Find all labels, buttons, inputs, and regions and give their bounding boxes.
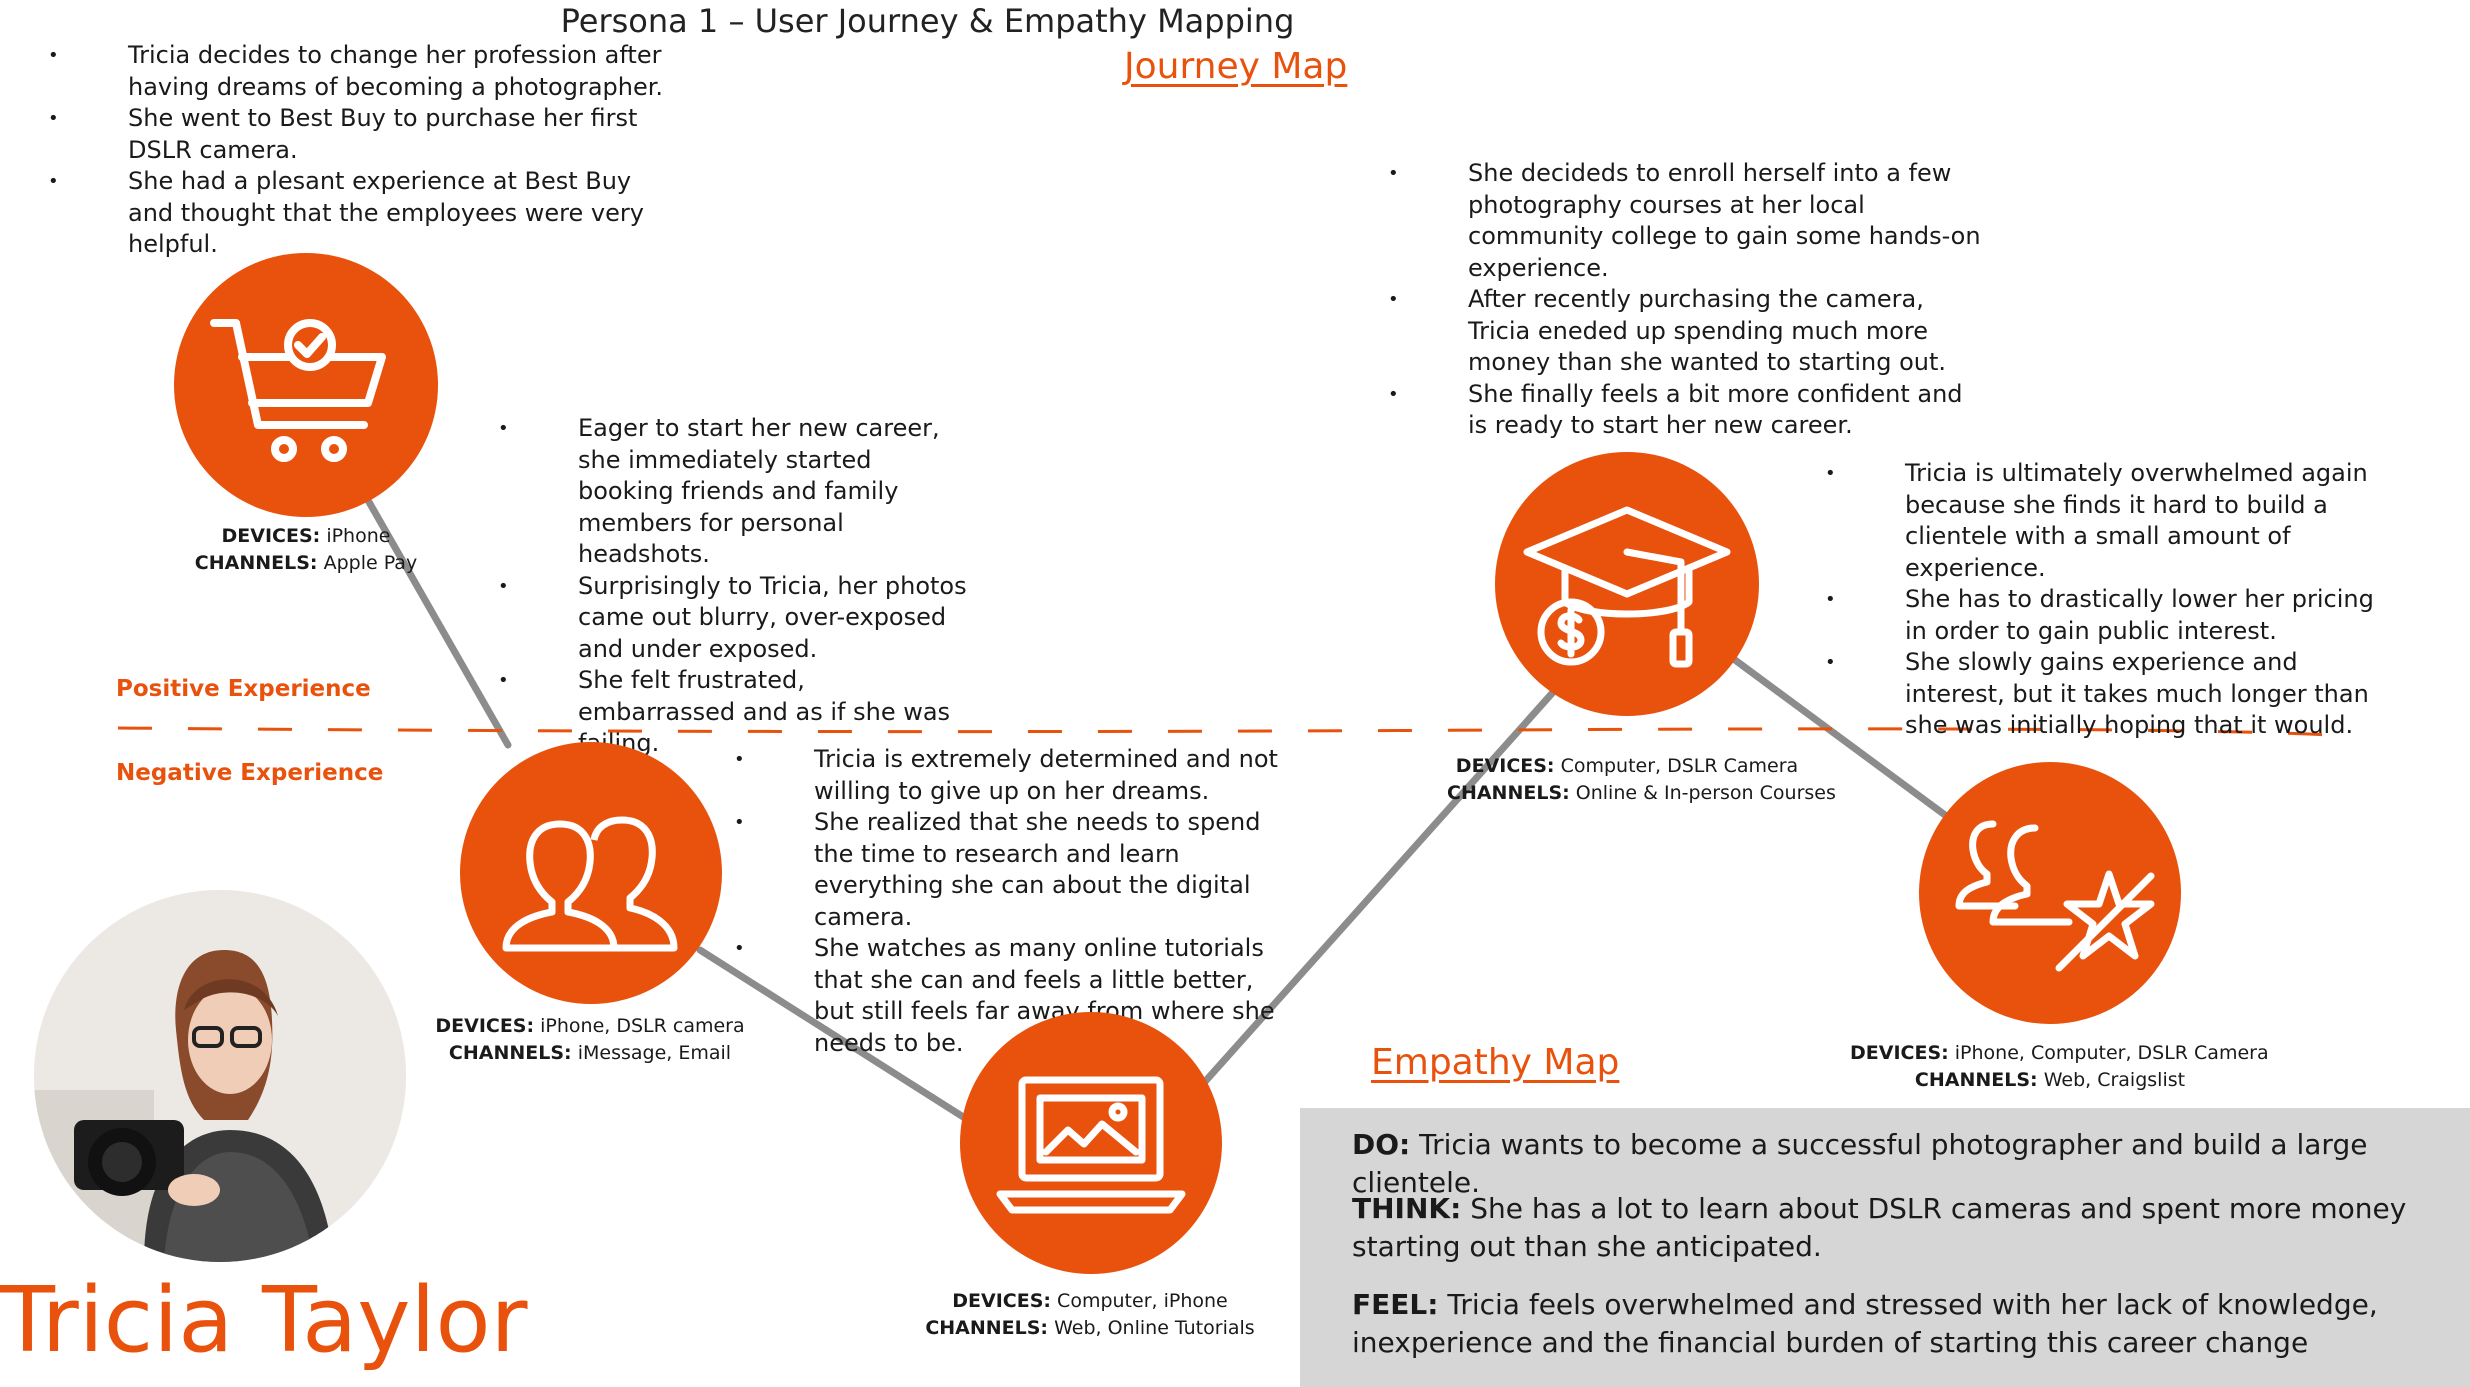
photographer-avatar-icon <box>34 890 406 1262</box>
empathy-map-heading: Empathy Map <box>1371 1042 1620 1083</box>
stage-2-note: Surprisingly to Tricia, her photos came … <box>498 571 968 666</box>
stage-4-note: She finally feels a bit more confident a… <box>1388 379 1988 442</box>
stage-2-circle <box>460 742 722 1004</box>
stage-1-notes: Tricia decides to change her profession … <box>48 40 668 261</box>
stage-1-circle <box>174 253 438 517</box>
stage-3-note: She realized that she needs to spend the… <box>734 807 1294 933</box>
stage-4-notes: She decideds to enroll herself into a fe… <box>1388 158 1988 442</box>
stage-5-note: She slowly gains experience and interest… <box>1825 647 2385 742</box>
stage-1-note: She went to Best Buy to purchase her fir… <box>48 103 668 166</box>
empathy-think: THINK: She has a lot to learn about DSLR… <box>1352 1192 2407 1263</box>
stage-5-note: She has to drastically lower her pricing… <box>1825 584 2385 647</box>
stage-4-note: She decideds to enroll herself into a fe… <box>1388 158 1988 284</box>
shopping-cart-check-icon <box>210 319 386 462</box>
stage-2-meta: DEVICES: iPhone, DSLR camera CHANNELS: i… <box>435 1015 745 1064</box>
stage-4-meta: DEVICES: Computer, DSLR Camera CHANNELS:… <box>1447 755 1836 804</box>
stage-1-meta: DEVICES: iPhone CHANNELS: Apple Pay <box>194 525 418 574</box>
empathy-do: DO: Tricia wants to become a successful … <box>1352 1128 2368 1199</box>
stage-5-notes: Tricia is ultimately overwhelmed again b… <box>1825 458 2385 742</box>
connector-1-2 <box>361 491 512 749</box>
graduation-cap-dollar-icon <box>1523 506 1731 668</box>
persona-photo <box>34 890 406 1262</box>
stage-5-meta: DEVICES: iPhone, Computer, DSLR Camera C… <box>1850 1042 2269 1091</box>
stage-1-note: She had a plesant experience at Best Buy… <box>48 166 668 261</box>
stage-3-note: She watches as many online tutorials tha… <box>734 933 1294 1059</box>
stage-4-note: After recently purchasing the camera, Tr… <box>1388 284 1988 379</box>
stage-2-note: She felt frustrated, embarrassed and as … <box>498 665 968 760</box>
empathy-map-box: DO: Tricia wants to become a successful … <box>1300 1108 2470 1387</box>
laptop-image-icon <box>996 1076 1186 1214</box>
empathy-feel: FEEL: Tricia feels overwhelmed and stres… <box>1352 1288 2378 1359</box>
stage-4-circle <box>1495 452 1759 716</box>
stage-3-circle <box>960 1012 1222 1274</box>
people-icon <box>502 816 678 952</box>
stage-5-circle <box>1919 762 2181 1024</box>
stage-2-note: Eager to start her new career, she immed… <box>498 413 968 571</box>
stage-1-note: Tricia decides to change her profession … <box>48 40 668 103</box>
page-title: Persona 1 – User Journey & Empathy Mappi… <box>560 2 1295 40</box>
people-broken-star-icon <box>1955 820 2155 972</box>
negative-experience-label: Negative Experience <box>116 760 384 786</box>
stage-3-meta: DEVICES: Computer, iPhone CHANNELS: Web,… <box>925 1290 1255 1339</box>
stage-3-note: Tricia is extremely determined and not w… <box>734 744 1294 807</box>
journey-map-heading: Journey Map <box>1124 46 1348 87</box>
positive-experience-label: Positive Experience <box>116 676 371 702</box>
stage-3-notes: Tricia is extremely determined and not w… <box>734 744 1294 1059</box>
persona-name: Tricia Taylor <box>0 1268 528 1373</box>
stage-5-note: Tricia is ultimately overwhelmed again b… <box>1825 458 2385 584</box>
stage-2-notes: Eager to start her new career, she immed… <box>498 413 968 760</box>
